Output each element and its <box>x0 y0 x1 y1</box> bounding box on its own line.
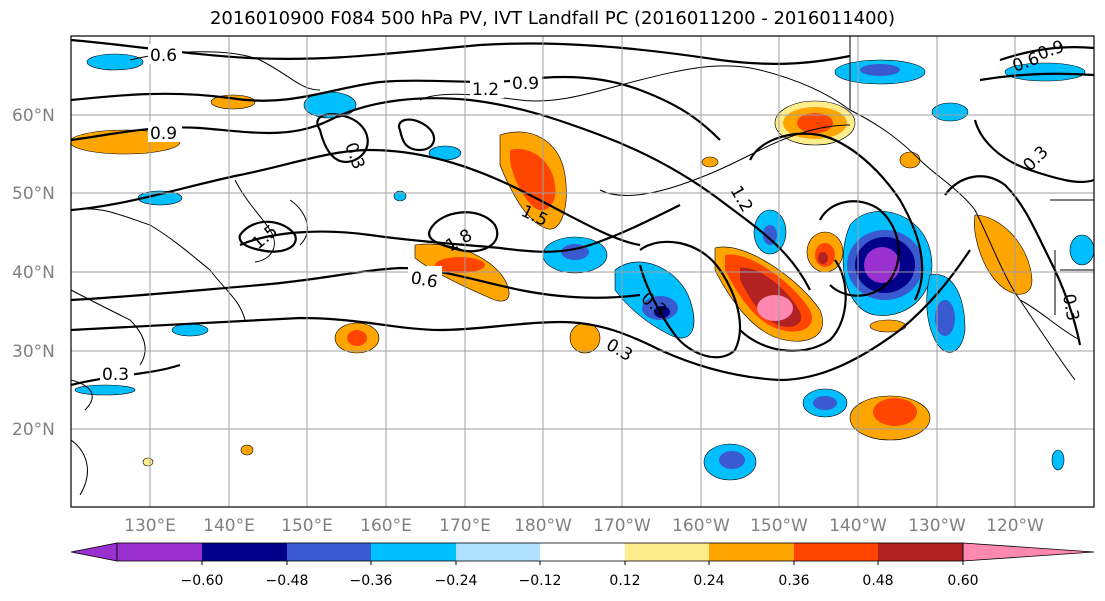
colorbar: −0.60 −0.48 −0.36 −0.24 −0.12 0.12 0.24 … <box>70 542 1095 589</box>
colorbar-tick-label: −0.12 <box>519 573 562 589</box>
colorbar-segment <box>202 543 287 561</box>
colorbar-segment <box>540 543 625 561</box>
colorbar-tick-label: −0.60 <box>181 573 224 589</box>
colorbar-tick-label: −0.36 <box>350 573 393 589</box>
lon-label: 140°E <box>203 516 255 536</box>
contour-label: 1.2 <box>472 80 499 100</box>
lon-label: 170°E <box>439 516 491 536</box>
lon-label: 130°W <box>908 516 966 536</box>
colorbar-tick-label: −0.24 <box>435 573 478 589</box>
pc-anomaly-fills <box>71 53 1094 481</box>
colorbar-tick-label: 0.24 <box>693 573 724 589</box>
colorbar-extend-max <box>962 542 1095 562</box>
lon-label: 180°W <box>514 516 572 536</box>
lon-label: 140°W <box>829 516 887 536</box>
colorbar-tick-label: 0.12 <box>609 573 640 589</box>
lat-label: 50°N <box>12 184 55 204</box>
latitude-labels: 60°N 50°N 40°N 30°N 20°N <box>12 106 55 440</box>
lat-label: 30°N <box>12 342 55 362</box>
colorbar-segment <box>625 543 709 561</box>
colorbar-segment <box>794 543 878 561</box>
lon-label: 170°W <box>593 516 651 536</box>
contour-label: 0.6 <box>150 46 177 66</box>
lon-label: 130°E <box>124 516 176 536</box>
lon-label: 160°W <box>672 516 730 536</box>
colorbar-tick-label: 0.48 <box>862 573 893 589</box>
map-frame <box>70 35 1095 508</box>
contour-label: 0.6 <box>409 268 439 292</box>
colorbar-tick-label: −0.48 <box>266 573 309 589</box>
contour-label: 0.3 <box>102 365 129 385</box>
map-area: 0.6 0.9 1.2 0.9 1.5 1.8 0.6 0.3 0.3 1.2 … <box>71 36 1094 507</box>
lat-label: 20°N <box>12 420 55 440</box>
colorbar-extend-min <box>70 542 118 562</box>
colorbar-tick-label: 0.60 <box>947 573 978 589</box>
map-title: 2016010900 F084 500 hPa PV, IVT Landfall… <box>209 8 896 29</box>
lon-label: 150°W <box>750 516 808 536</box>
lat-label: 40°N <box>12 263 55 283</box>
colorbar-segment <box>878 543 963 561</box>
contour-label: 0.3 <box>1058 292 1082 322</box>
lat-lon-grid <box>71 36 1094 507</box>
colorbar-segment <box>709 543 794 561</box>
colorbar-segment <box>456 543 540 561</box>
contour-label: 0.9 <box>150 124 177 144</box>
colorbar-segment <box>117 543 202 561</box>
colorbar-tick-label: 0.36 <box>778 573 809 589</box>
colorbar-segment <box>371 543 456 561</box>
lon-label: 150°E <box>281 516 333 536</box>
lat-label: 60°N <box>12 106 55 126</box>
lon-label: 160°E <box>360 516 412 536</box>
contour-label: 0.9 <box>512 74 539 94</box>
colorbar-segment <box>287 543 371 561</box>
longitude-labels: 130°E 140°E 150°E 160°E 170°E 180°W 170°… <box>124 516 1044 536</box>
lon-label: 120°W <box>986 516 1044 536</box>
